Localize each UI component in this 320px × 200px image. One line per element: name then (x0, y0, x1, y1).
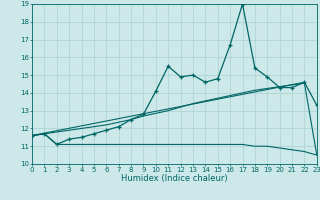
X-axis label: Humidex (Indice chaleur): Humidex (Indice chaleur) (121, 174, 228, 183)
